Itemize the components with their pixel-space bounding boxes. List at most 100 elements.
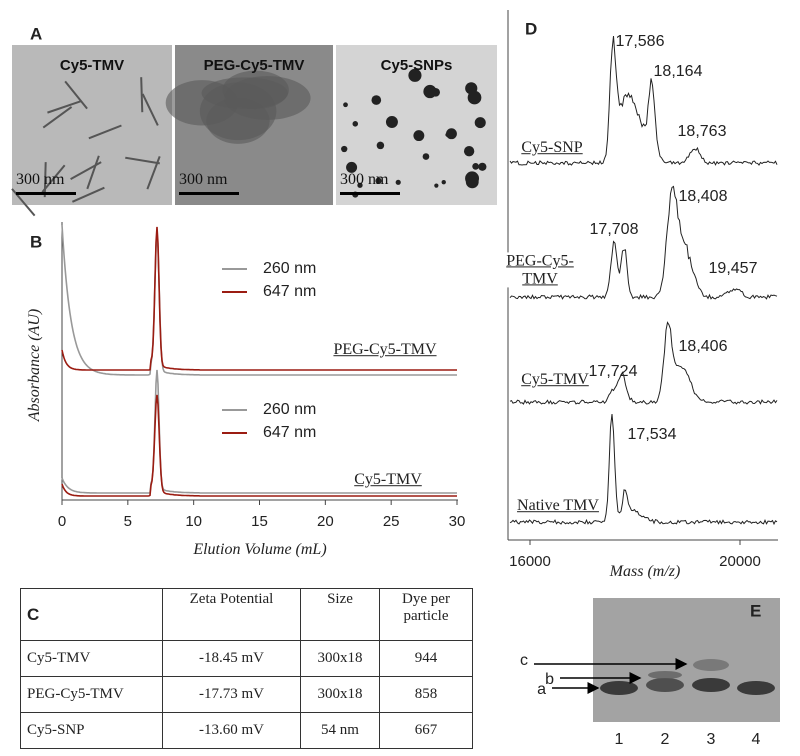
scale-bar — [340, 192, 400, 195]
table-cell: 300x18 — [300, 640, 380, 677]
trace-647 — [61, 226, 457, 371]
particle — [422, 153, 430, 160]
trace-name: PEG-Cy5-TMV — [333, 341, 437, 359]
table-cell: -17.73 mV — [162, 676, 301, 713]
particle — [472, 162, 480, 170]
x-tick-label: 0 — [57, 512, 67, 530]
particle — [445, 132, 450, 137]
trace-260 — [61, 369, 457, 494]
aggregate — [224, 76, 311, 120]
particle — [423, 84, 437, 99]
band-label: b — [545, 671, 554, 689]
legend-label: 260 nm — [263, 260, 317, 278]
particle — [343, 102, 348, 108]
rod — [11, 188, 36, 217]
peak-label: 17,586 — [615, 33, 665, 51]
x-tick-label: 15 — [251, 512, 268, 530]
gel-band — [692, 678, 730, 692]
particle — [474, 117, 486, 129]
panel-label: B — [30, 232, 43, 252]
x-axis-label: Mass (m/z) — [609, 563, 681, 581]
x-tick-label: 25 — [382, 512, 400, 530]
table-cell: PEG-Cy5-TMV — [20, 676, 163, 713]
x-tick-label: 10 — [185, 512, 202, 530]
particle — [357, 182, 363, 188]
image-title: Cy5-SNPs — [380, 56, 453, 74]
x-tick-label: 16000 — [509, 552, 551, 570]
x-tick-label: 5 — [123, 512, 132, 530]
rod — [43, 162, 47, 198]
particle — [376, 141, 385, 150]
scale-bar — [16, 192, 76, 195]
y-axis-label: Absorbance (AU) — [26, 308, 44, 422]
table-cell: -13.60 mV — [162, 712, 301, 749]
spectrum — [509, 321, 778, 405]
scale-label: 300 nm — [340, 171, 389, 189]
band-label: a — [537, 681, 546, 699]
rod — [71, 186, 105, 203]
peak-label: 17,534 — [627, 426, 677, 444]
lane-label: 3 — [706, 731, 716, 749]
legend-label: 647 nm — [263, 424, 317, 442]
particle — [465, 171, 480, 186]
rod — [86, 155, 100, 190]
legend-label: 647 nm — [263, 283, 317, 301]
scale-bar — [179, 192, 239, 195]
table-cell: 858 — [379, 676, 473, 713]
peak-label: 18,164 — [653, 63, 703, 81]
lane-label: 4 — [751, 731, 761, 749]
rod — [125, 156, 160, 165]
lane-label: 2 — [660, 731, 670, 749]
x-tick-label: 20 — [316, 512, 334, 530]
spectrum — [509, 413, 778, 526]
trace-647 — [61, 394, 457, 497]
table-cell: 667 — [379, 712, 473, 749]
trace-name: Cy5-TMV — [354, 471, 422, 489]
scale-label: 300 nm — [16, 171, 65, 189]
panel-label: A — [30, 24, 43, 44]
rod — [64, 80, 88, 110]
legend-label: 260 nm — [263, 401, 317, 419]
rod — [141, 93, 159, 126]
spectrum — [509, 35, 778, 166]
panel-label: E — [750, 601, 762, 621]
lane-label: 1 — [614, 731, 624, 749]
x-tick-label: 30 — [448, 512, 466, 530]
column-header: Zeta Potential — [162, 588, 301, 641]
table-cell: Cy5-SNP — [20, 712, 163, 749]
x-tick-label: 20000 — [719, 552, 761, 570]
rod — [42, 106, 73, 129]
particle — [385, 115, 398, 128]
rod — [88, 124, 122, 140]
image-title: PEG-Cy5-TMV — [203, 56, 305, 74]
particle — [467, 90, 482, 105]
particle — [395, 179, 401, 185]
peak-label: 18,406 — [678, 338, 728, 356]
rod — [47, 100, 81, 114]
gel-band — [600, 681, 638, 695]
peak-label: 17,708 — [589, 221, 639, 239]
gel-band — [737, 681, 775, 695]
image-title: Cy5-TMV — [59, 56, 125, 74]
particle — [352, 121, 359, 127]
particle — [434, 183, 439, 188]
gel-band — [646, 678, 684, 692]
gel-band — [693, 659, 729, 671]
peak-label: 19,457 — [708, 260, 758, 278]
particle — [341, 145, 348, 153]
x-axis-label: Elution Volume (mL) — [193, 541, 327, 559]
particle — [463, 146, 475, 157]
rod — [146, 156, 161, 190]
spectrum-name: Cy5-SNP — [521, 139, 583, 157]
band-label: c — [520, 652, 528, 670]
data-table: C Zeta Potential Size Dye per particle Cy5-T… — [20, 588, 473, 749]
rod — [140, 77, 144, 113]
particle — [478, 162, 487, 171]
peak-label: 18,763 — [677, 123, 727, 141]
particle — [441, 179, 446, 185]
peak-label: 17,724 — [588, 363, 638, 381]
particle — [408, 68, 422, 82]
rod — [41, 164, 66, 193]
